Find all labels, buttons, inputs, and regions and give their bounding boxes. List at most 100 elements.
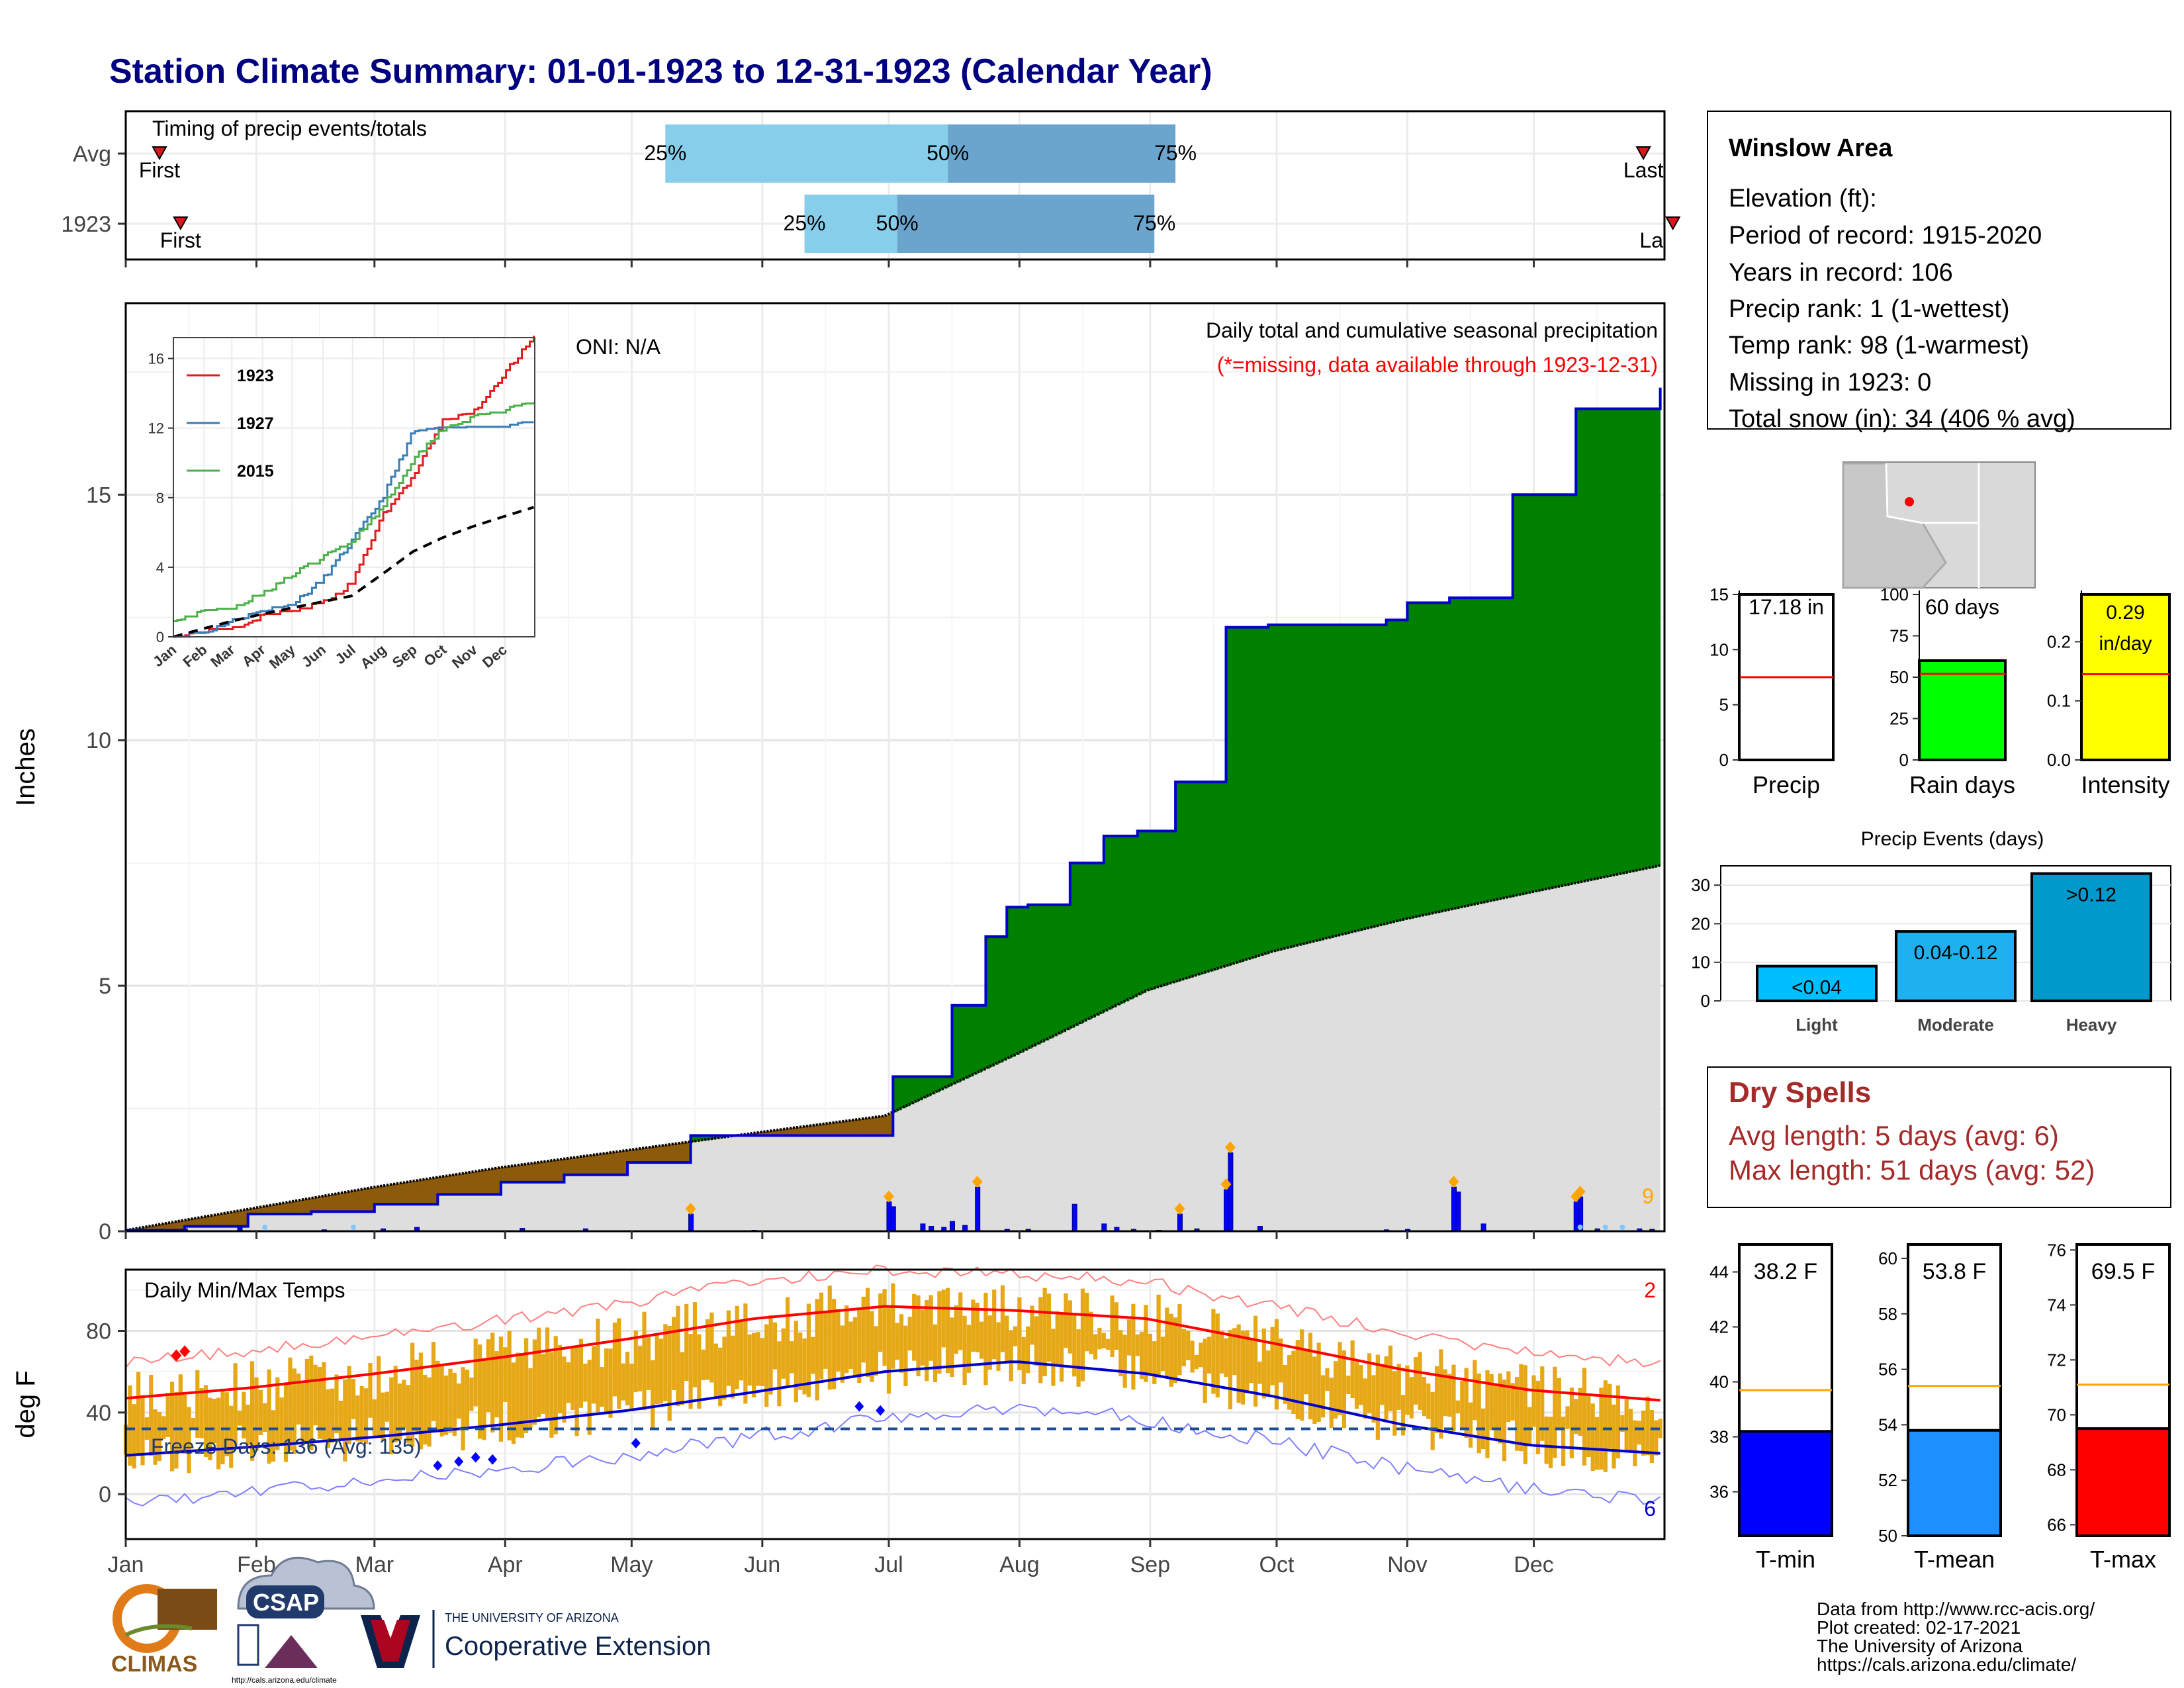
csap-logo: CSAP http://cals.arizona.edu/climate (232, 1556, 375, 1685)
events-y-tick-label: 0 (1701, 991, 1710, 1011)
csap-url: http://cals.arizona.edu/climate (232, 1675, 337, 1685)
dry-spells-box (1707, 1066, 2171, 1208)
daily-precip-bar (975, 1186, 981, 1232)
temp-value-label: 38.2 F (1754, 1259, 1817, 1284)
temp-y-tick-label: 60 (1878, 1248, 1897, 1268)
mini-bar-label: Rain days (1909, 771, 2015, 798)
daily-precip-bar (1228, 1152, 1234, 1232)
temp-bar-label: T-min (1756, 1546, 1815, 1573)
temp-bar-label: T-mean (1914, 1546, 1995, 1573)
cumulative-1923-line (126, 387, 1662, 1232)
climas-text: CLIMAS (111, 1652, 197, 1677)
temps-title: Daily Min/Max Temps (144, 1278, 345, 1302)
first-event-marker (173, 216, 189, 231)
mini-y-tick-label: 15 (1709, 585, 1729, 604)
timing-bar-25-50 (665, 124, 948, 183)
temps-panel: 0 40 80 Jan Feb Mar Apr May Jun Jul Aug Sep Oct Nov De… (11, 1264, 1666, 1577)
mini-value-label: 17.18 in (1749, 595, 1824, 619)
record-low-marker (433, 1460, 443, 1471)
month-tick-label: Aug (999, 1552, 1040, 1577)
inset-line-2015 (173, 402, 535, 622)
info-temp-rank: Temp rank: 98 (1-warmest) (1729, 332, 2029, 359)
event-category-label: Heavy (2066, 1015, 2117, 1035)
mini-value-label: 60 days (1925, 595, 1999, 619)
temps-y-tick-label: 0 (99, 1482, 111, 1507)
month-tick-label: Apr (488, 1552, 523, 1577)
inset-y-tick-label: 8 (156, 490, 164, 506)
average-cumulative-area (126, 865, 1661, 1231)
event-bin-label: 0.04-0.12 (1914, 942, 1998, 964)
temp-y-tick-label: 50 (1878, 1526, 1897, 1546)
dry-spells-max: Max length: 51 days (avg: 52) (1729, 1154, 2095, 1186)
month-tick-label: Oct (1259, 1552, 1295, 1577)
daily-precip-bar (1101, 1223, 1107, 1232)
temp-y-tick-label: 66 (2047, 1515, 2066, 1534)
y-axis-label: Inches (11, 728, 40, 806)
event-bar-2 (2030, 872, 2152, 1002)
temp-y-tick-label: 38 (1709, 1427, 1729, 1447)
y-tick-label: 5 (99, 974, 111, 999)
month-tick-label: Jul (874, 1552, 903, 1577)
event-bar-1 (1895, 930, 2017, 1002)
credit-data: Data from http://www.rcc-acis.org/ (1817, 1599, 2095, 1619)
inset-line-1923 (173, 336, 535, 638)
mini-value-label: in/day (2099, 633, 2152, 655)
event-category-label: Moderate (1917, 1015, 1994, 1035)
snow-marker (350, 1225, 356, 1230)
timing-row-label: Avg (73, 142, 111, 167)
station-marker (1905, 497, 1914, 506)
credit-university: The University of Arizona (1817, 1636, 2023, 1656)
precip-heading: Daily total and cumulative seasonal prec… (1206, 318, 1658, 342)
precip-events-chart: <0.04 Light 0.04-0.12 Moderate >0.12 Heavy 0 10… (1691, 828, 2171, 1035)
inset-y-tick-label: 12 (148, 420, 164, 437)
daily-precip-bar (1455, 1192, 1461, 1232)
record-high-marker (171, 1349, 182, 1362)
snow-marker (1602, 1225, 1608, 1230)
info-years: Years in record: 106 (1729, 259, 1953, 287)
mini-bar-1 (1918, 659, 2007, 761)
info-snow: Total snow (in): 34 (406 % avg) (1729, 405, 2075, 433)
temp-y-tick-label: 74 (2047, 1295, 2066, 1315)
daily-precip-bar (949, 1221, 955, 1232)
event-bin-label: >0.12 (2066, 884, 2116, 906)
temp-y-tick-label: 52 (1878, 1470, 1897, 1490)
daily-precip-bar (688, 1213, 694, 1232)
record-high-line (125, 1264, 1661, 1368)
inset-legend-label: 1923 (237, 367, 274, 385)
extreme-precip-diamond (883, 1190, 894, 1203)
month-tick-label: Feb (237, 1552, 276, 1577)
timing-pct-label: 50% (876, 211, 919, 235)
daily-precip-bar (1480, 1223, 1486, 1232)
record-high-marker (179, 1345, 191, 1358)
inset-y-tick-label: 16 (148, 351, 164, 367)
mini-bar-label: Precip (1752, 771, 1820, 798)
mini-y-tick-label: 50 (1889, 667, 1909, 687)
mini-y-tick-label: 5 (1719, 695, 1729, 715)
extreme-count: 9 (1642, 1184, 1654, 1208)
climas-logo: CLIMAS (111, 1584, 217, 1677)
timing-pct-label: 75% (1154, 141, 1197, 165)
temp-y-tick-label: 42 (1709, 1317, 1729, 1337)
temps-y-axis-label: deg F (11, 1370, 40, 1438)
y-tick-label: 15 (86, 483, 111, 508)
temp-value-label: 53.8 F (1923, 1259, 1986, 1284)
mini-y-tick-label: 0 (1899, 750, 1909, 770)
mini-y-tick-label: 75 (1889, 626, 1909, 646)
locator-map (1842, 461, 2036, 589)
mini-y-tick-label: 25 (1889, 709, 1909, 729)
temp-y-tick-label: 68 (2047, 1460, 2066, 1479)
record-low-marker (488, 1454, 498, 1465)
page-title: Station Climate Summary: 01-01-1923 to 1… (109, 52, 1212, 91)
temp-y-tick-label: 76 (2047, 1240, 2066, 1260)
month-tick-label: May (610, 1552, 653, 1577)
freeze-days-label: Freeze Days: 136 (Avg: 135) (151, 1434, 422, 1458)
mini-bar-2 (2080, 593, 2171, 761)
cold-record-count: 6 (1644, 1497, 1656, 1521)
temp-bar-2 (2075, 1427, 2171, 1538)
daily-precip-bar (890, 1206, 896, 1232)
csap-text: CSAP (253, 1589, 319, 1616)
last-event-marker (1665, 216, 1681, 231)
timing-title: Timing of precip events/totals (152, 117, 427, 140)
first-event-label: First (160, 228, 201, 252)
